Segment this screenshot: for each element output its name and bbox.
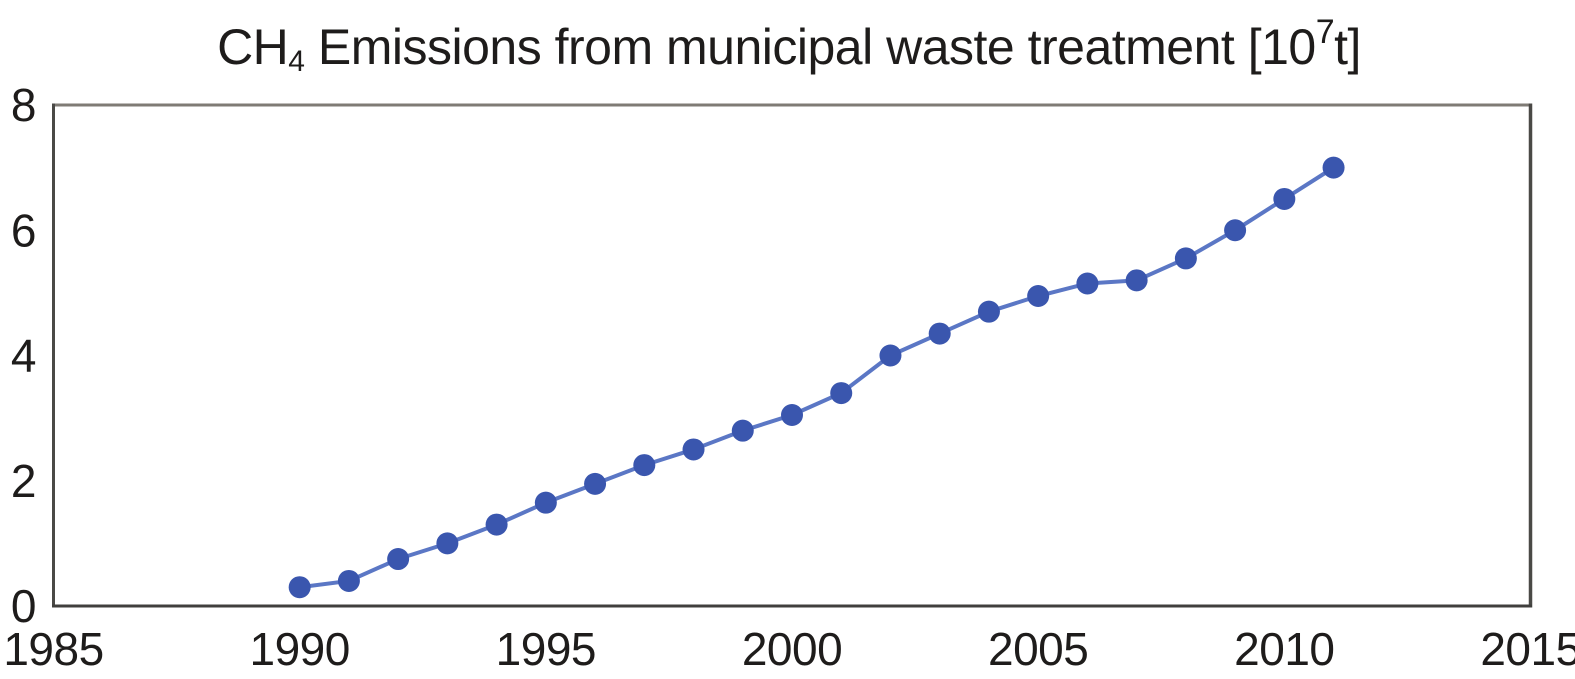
x-axis-tick-label: 2005 [988,623,1088,675]
plot-area: 0 2 4 6 8 1985 1990 1995 2000 2005 2010 2015 [3,79,1575,675]
data-point-marker [436,532,459,555]
data-point-marker [584,472,607,495]
x-axis-tick-label: 2015 [1480,623,1575,675]
data-point-marker [781,403,803,426]
chart-title-suffix: t] [1334,19,1361,75]
x-axis-tick-label: 1995 [496,623,596,675]
data-point-marker [485,513,508,536]
x-axis-tick-label: 2000 [742,623,842,675]
chart-title: CH4 Emissions from municipal waste treat… [217,13,1361,78]
x-axis-tick-label: 1990 [249,623,349,675]
data-point-marker [1027,285,1050,308]
data-point-marker [534,491,557,514]
data-point-marker [633,454,656,477]
chart-title-subscript: 4 [288,45,304,78]
data-point-marker [1174,247,1197,270]
y-axis-tick-label: 6 [11,204,36,256]
data-point-marker [731,419,754,442]
data-point-marker [682,438,705,461]
data-point-marker [1322,156,1345,179]
data-point-marker [1076,272,1099,295]
data-point-marker [1125,269,1148,292]
x-axis-tick-label: 1985 [3,623,103,675]
data-point-marker [387,548,410,571]
chart-title-superscript: 7 [1316,13,1334,51]
data-point-marker [337,569,360,592]
data-point-marker [977,300,1000,323]
data-point-marker [1273,187,1296,210]
data-point-marker [1224,219,1247,242]
y-axis-tick-label: 2 [11,455,36,507]
x-axis-tick-label: 2010 [1234,623,1334,675]
data-line [299,165,1335,590]
chart-title-middle: Emissions from municipal waste treatment… [304,19,1315,75]
data-point-marker [928,322,951,345]
data-point-marker [288,576,311,599]
y-axis-tick-label: 8 [11,79,36,131]
chart-title-prefix: CH [217,19,288,75]
y-axis-tick-label: 4 [11,330,36,382]
data-point-marker [879,344,902,367]
data-point-marker [830,382,853,405]
y-axis-tick-label: 0 [11,580,36,632]
